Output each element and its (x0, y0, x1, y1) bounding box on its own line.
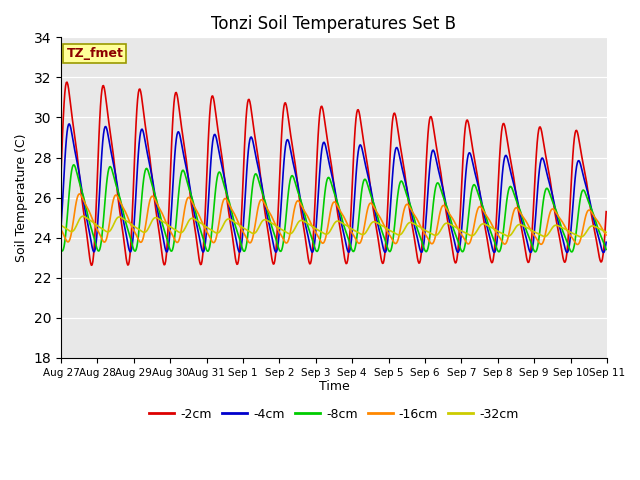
X-axis label: Time: Time (319, 380, 349, 393)
Legend: -2cm, -4cm, -8cm, -16cm, -32cm: -2cm, -4cm, -8cm, -16cm, -32cm (144, 403, 524, 425)
Y-axis label: Soil Temperature (C): Soil Temperature (C) (15, 133, 28, 262)
Title: Tonzi Soil Temperatures Set B: Tonzi Soil Temperatures Set B (211, 15, 456, 33)
Text: TZ_fmet: TZ_fmet (67, 47, 124, 60)
